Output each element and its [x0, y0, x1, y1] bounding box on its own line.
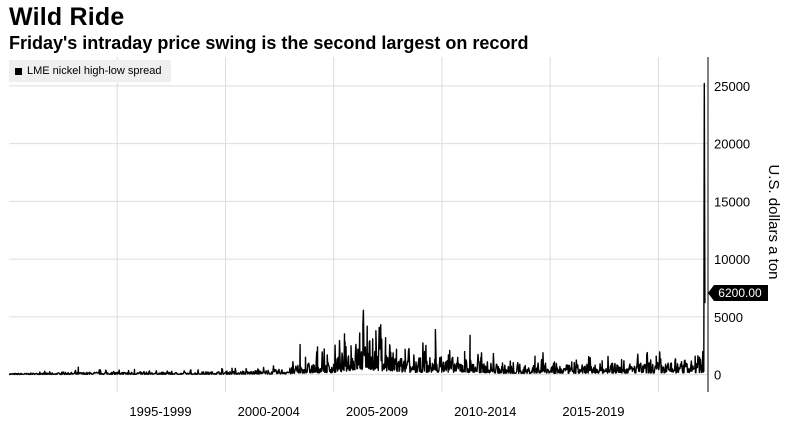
y-tick-labels: 0 5000 10000 15000 20000 25000 — [714, 79, 750, 383]
series-area — [8, 82, 706, 376]
chart-subtitle: Friday's intraday price swing is the sec… — [9, 33, 529, 53]
series-line-nickel-spread — [8, 82, 706, 376]
x-tick-label: 2010-2014 — [454, 404, 516, 419]
y-tick-label: 5000 — [714, 310, 743, 325]
x-tick-label: 2005-2009 — [346, 404, 408, 419]
last-value-text: 6200.00 — [718, 286, 762, 300]
y-tick-label: 15000 — [714, 194, 750, 209]
legend: LME nickel high-low spread — [9, 60, 171, 82]
last-value-badge: 6200.00 — [708, 285, 768, 301]
last-value-badge-bg — [708, 285, 768, 301]
legend-swatch — [15, 67, 22, 75]
x-tick-label: 2015-2019 — [562, 404, 624, 419]
x-tick-label: 1995-1999 — [129, 404, 191, 419]
y-tick-label: 20000 — [714, 137, 750, 152]
y-tick-label: 25000 — [714, 79, 750, 94]
grid-lines — [9, 57, 708, 392]
y-tick-label: 10000 — [714, 252, 750, 267]
y-axis-label: U.S. dollars a ton — [765, 164, 782, 279]
y-tick-label: 0 — [714, 368, 721, 383]
x-tick-labels: 1995-1999 2000-2004 2005-2009 2010-2014 2015… — [129, 404, 624, 419]
legend-label: LME nickel high-low spread — [27, 65, 162, 77]
x-tick-label: 2000-2004 — [238, 404, 300, 419]
chart-title: Wild Ride — [9, 3, 125, 31]
